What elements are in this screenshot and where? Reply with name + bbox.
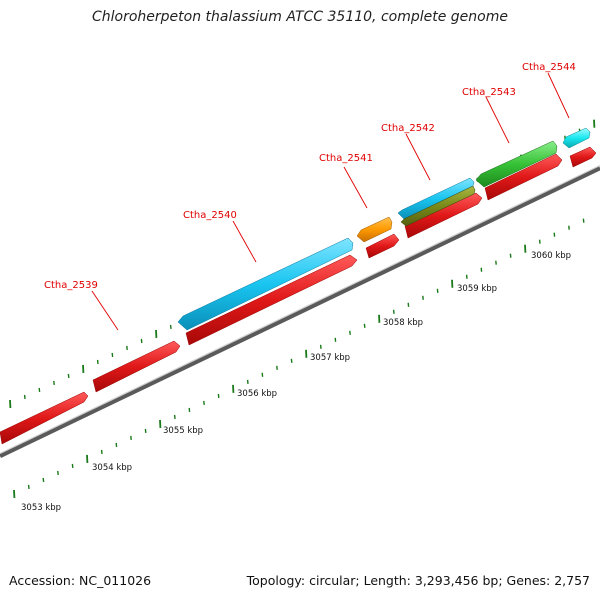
gene-label-ctha-2542[interactable]: Ctha_2542 bbox=[381, 123, 435, 134]
gene-label-ctha-2543[interactable]: Ctha_2543 bbox=[462, 87, 516, 98]
scale-label-3060: 3060 kbp bbox=[531, 251, 571, 261]
gene-ctha-2544-lower-arrow[interactable] bbox=[569, 146, 597, 168]
scale-label-3059: 3059 kbp bbox=[457, 284, 497, 294]
genome-title: Chloroherpeton thalassium ATCC 35110, co… bbox=[92, 9, 508, 25]
scale-label-3054: 3054 kbp bbox=[92, 463, 132, 473]
gene-leader-lines bbox=[91, 72, 570, 331]
scale-label-3053: 3053 kbp bbox=[21, 503, 61, 513]
genome-backbone bbox=[0, 165, 600, 459]
leader-ctha-2544 bbox=[547, 72, 570, 119]
genome-backbone-highlight bbox=[0, 164, 600, 455]
scale-label-3058: 3058 kbp bbox=[383, 318, 423, 328]
leader-ctha-2540 bbox=[232, 220, 257, 263]
gene-ctha-2541[interactable] bbox=[356, 216, 393, 243]
scale-labels: 3053 kbp 3054 kbp 3055 kbp 3056 kbp 3057… bbox=[21, 251, 571, 513]
scale-label-3056: 3056 kbp bbox=[237, 389, 277, 399]
gene-ctha-2540[interactable] bbox=[177, 237, 354, 331]
gene-ctha-2542-olive[interactable] bbox=[400, 185, 476, 227]
gene-label-ctha-2540[interactable]: Ctha_2540 bbox=[183, 210, 237, 221]
reverse-gene-track bbox=[177, 127, 591, 331]
scale-label-3057: 3057 kbp bbox=[310, 353, 350, 363]
scale-label-3055: 3055 kbp bbox=[163, 426, 203, 436]
gene-arrow[interactable] bbox=[92, 340, 181, 393]
gene-ctha-2540-lower-arrow[interactable] bbox=[185, 254, 358, 346]
gene-ctha-2543[interactable] bbox=[475, 140, 558, 188]
gene-label-ctha-2539[interactable]: Ctha_2539 bbox=[44, 280, 98, 291]
gene-label-ctha-2544[interactable]: Ctha_2544 bbox=[522, 62, 576, 73]
leader-ctha-2541 bbox=[343, 166, 368, 209]
genome-map: Ctha_2539 Ctha_2540 Ctha_2541 Ctha_2542 … bbox=[0, 62, 600, 513]
leader-ctha-2543 bbox=[485, 96, 510, 144]
scale-tick-track bbox=[13, 218, 585, 499]
forward-gene-track bbox=[0, 146, 597, 445]
gene-arrow[interactable] bbox=[365, 233, 400, 259]
gene-label-ctha-2541[interactable]: Ctha_2541 bbox=[319, 153, 373, 164]
genome-info-text: Topology: circular; Length: 3,293,456 bp… bbox=[246, 573, 590, 588]
gene-ctha-2543-lower-arrow[interactable] bbox=[484, 153, 563, 201]
leader-ctha-2542 bbox=[405, 133, 431, 181]
accession-text: Accession: NC_011026 bbox=[9, 573, 152, 588]
gene-labels: Ctha_2539 Ctha_2540 Ctha_2541 Ctha_2542 … bbox=[44, 62, 576, 291]
gene-ctha-2544[interactable] bbox=[562, 127, 591, 149]
leader-ctha-2539 bbox=[91, 290, 119, 331]
gene-ctha-2539-lower-arrow[interactable] bbox=[0, 391, 89, 445]
